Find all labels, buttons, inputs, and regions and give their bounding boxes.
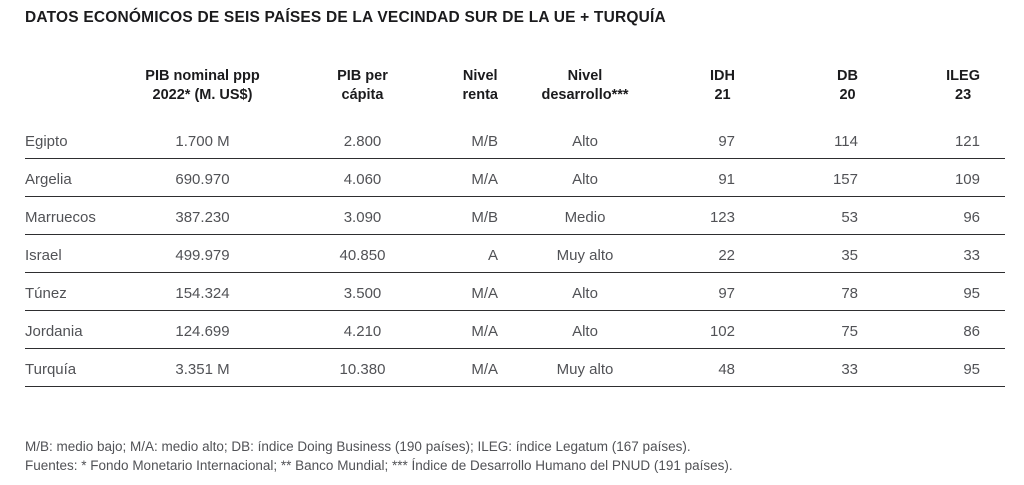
cell-ileg: 95 (870, 272, 1005, 311)
cell-db: 53 (747, 196, 870, 235)
cell-pib-per-capita: 2.800 (285, 120, 440, 159)
cell-idh: 97 (660, 272, 747, 311)
cell-pib-per-capita: 4.060 (285, 158, 440, 197)
cell-ileg: 86 (870, 310, 1005, 349)
column-header-pib-per-capita-label: PIB per cápita (337, 68, 388, 103)
cell-nivel-desarrollo: Muy alto (510, 348, 660, 387)
cell-db: 33 (747, 348, 870, 387)
cell-nivel-renta: M/A (440, 310, 510, 349)
cell-db: 114 (747, 120, 870, 159)
cell-nivel-desarrollo: Muy alto (510, 234, 660, 273)
cell-nivel-desarrollo: Alto (510, 310, 660, 349)
column-header-pib-per-capita: PIB per cápita (285, 67, 440, 120)
cell-pais: Jordania (25, 310, 120, 349)
cell-ileg: 121 (870, 120, 1005, 159)
cell-pib-nominal: 1.700 M (120, 120, 285, 159)
cell-idh: 123 (660, 196, 747, 235)
cell-nivel-renta: M/B (440, 120, 510, 159)
cell-pib-per-capita: 3.500 (285, 272, 440, 311)
cell-nivel-desarrollo: Alto (510, 272, 660, 311)
cell-pib-nominal: 3.351 M (120, 348, 285, 387)
header-row: PIB nominal ppp 2022* (M. US$) PIB per c… (25, 67, 1005, 120)
cell-pais: Marruecos (25, 196, 120, 235)
page-title: DATOS ECONÓMICOS DE SEIS PAÍSES DE LA VE… (25, 9, 666, 26)
cell-pib-per-capita: 40.850 (285, 234, 440, 273)
footnote-sources: Fuentes: * Fondo Monetario Internacional… (25, 457, 733, 473)
column-header-pib-nominal-label: PIB nominal ppp 2022* (M. US$) (145, 68, 260, 103)
cell-ileg: 109 (870, 158, 1005, 197)
footnotes: M/B: medio bajo; M/A: medio alto; DB: ín… (25, 437, 1005, 475)
cell-pais: Turquía (25, 348, 120, 387)
cell-db: 157 (747, 158, 870, 197)
footnote-abbreviations: M/B: medio bajo; M/A: medio alto; DB: ín… (25, 438, 691, 454)
cell-pais: Túnez (25, 272, 120, 311)
cell-nivel-renta: M/A (440, 158, 510, 197)
cell-nivel-renta: M/B (440, 196, 510, 235)
cell-ileg: 96 (870, 196, 1005, 235)
table-row-turquia: Turquía 3.351 M 10.380 M/A Muy alto 48 3… (25, 348, 1005, 387)
cell-pib-nominal: 124.699 (120, 310, 285, 349)
economic-data-table: PIB nominal ppp 2022* (M. US$) PIB per c… (25, 67, 1005, 387)
table-row-marruecos: Marruecos 387.230 3.090 M/B Medio 123 53… (25, 196, 1005, 235)
cell-db: 75 (747, 310, 870, 349)
column-header-nivel-renta: Nivel renta (440, 67, 510, 120)
cell-pais: Argelia (25, 158, 120, 197)
cell-pib-per-capita: 4.210 (285, 310, 440, 349)
cell-nivel-renta: M/A (440, 348, 510, 387)
table-row-argelia: Argelia 690.970 4.060 M/A Alto 91 157 10… (25, 158, 1005, 197)
cell-nivel-desarrollo: Medio (510, 196, 660, 235)
column-header-idh-label: IDH 21 (710, 68, 735, 103)
cell-nivel-desarrollo: Alto (510, 158, 660, 197)
table-row-israel: Israel 499.979 40.850 A Muy alto 22 35 3… (25, 234, 1005, 273)
cell-nivel-desarrollo: Alto (510, 120, 660, 159)
cell-idh: 22 (660, 234, 747, 273)
cell-pib-per-capita: 10.380 (285, 348, 440, 387)
cell-idh: 97 (660, 120, 747, 159)
cell-pib-nominal: 387.230 (120, 196, 285, 235)
cell-idh: 102 (660, 310, 747, 349)
column-header-pib-nominal: PIB nominal ppp 2022* (M. US$) (120, 67, 285, 120)
table-row-egipto: Egipto 1.700 M 2.800 M/B Alto 97 114 121 (25, 120, 1005, 159)
cell-ileg: 95 (870, 348, 1005, 387)
column-header-nivel-desarrollo: Nivel desarrollo*** (510, 67, 660, 120)
cell-pib-per-capita: 3.090 (285, 196, 440, 235)
cell-idh: 48 (660, 348, 747, 387)
column-header-db: DB 20 (747, 67, 870, 120)
cell-pib-nominal: 690.970 (120, 158, 285, 197)
column-header-ileg-label: ILEG 23 (946, 68, 980, 103)
table-row-tunez: Túnez 154.324 3.500 M/A Alto 97 78 95 (25, 272, 1005, 311)
column-header-pais (25, 67, 120, 120)
table-row-jordania: Jordania 124.699 4.210 M/A Alto 102 75 8… (25, 310, 1005, 349)
cell-nivel-renta: A (440, 234, 510, 273)
cell-nivel-renta: M/A (440, 272, 510, 311)
column-header-nivel-renta-label: Nivel renta (462, 68, 498, 103)
cell-db: 35 (747, 234, 870, 273)
cell-pais: Egipto (25, 120, 120, 159)
cell-pais: Israel (25, 234, 120, 273)
column-header-db-label: DB 20 (837, 68, 858, 103)
cell-idh: 91 (660, 158, 747, 197)
cell-ileg: 33 (870, 234, 1005, 273)
cell-db: 78 (747, 272, 870, 311)
column-header-idh: IDH 21 (660, 67, 747, 120)
cell-pib-nominal: 154.324 (120, 272, 285, 311)
column-header-nivel-desarrollo-label: Nivel desarrollo*** (541, 68, 629, 103)
cell-pib-nominal: 499.979 (120, 234, 285, 273)
document-page: DATOS ECONÓMICOS DE SEIS PAÍSES DE LA VE… (25, 9, 1005, 475)
column-header-ileg: ILEG 23 (870, 67, 1005, 120)
